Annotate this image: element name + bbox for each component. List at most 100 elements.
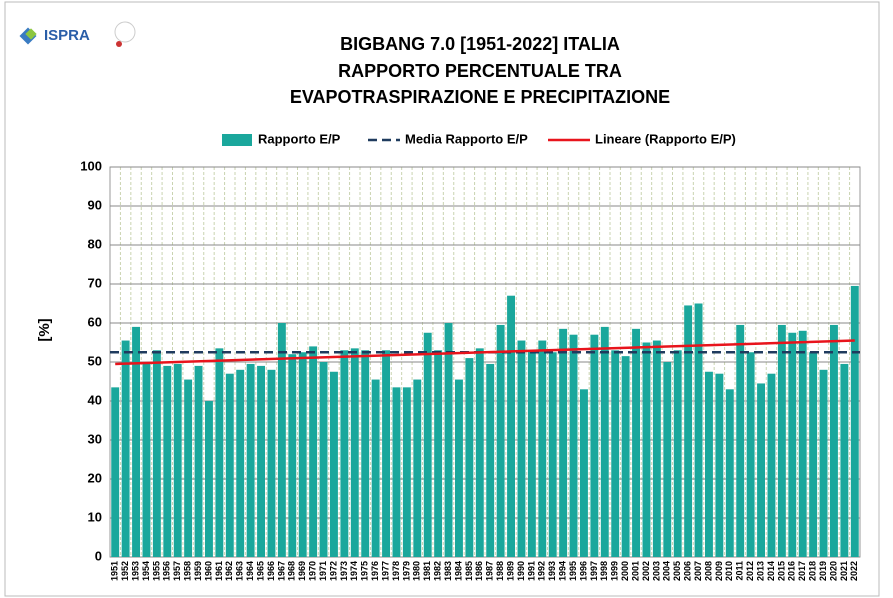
- x-tick-label: 1986: [474, 561, 484, 581]
- bar: [309, 346, 318, 557]
- bar: [715, 373, 724, 557]
- bar: [173, 363, 182, 557]
- bar: [590, 334, 599, 557]
- x-tick-label: 1983: [443, 561, 453, 581]
- legend-label: Lineare (Rapporto E/P): [595, 131, 736, 146]
- x-tick-label: 1962: [224, 561, 234, 581]
- x-tick-label: 1985: [464, 561, 474, 581]
- x-tick-label: 2002: [641, 561, 651, 581]
- x-tick-label: 1951: [110, 561, 120, 581]
- bar: [642, 342, 651, 557]
- legend-swatch: [222, 134, 252, 146]
- x-tick-label: 2010: [724, 561, 734, 581]
- x-tick-label: 2003: [651, 561, 661, 581]
- x-tick-label: 1996: [578, 561, 588, 581]
- bar: [382, 350, 390, 557]
- x-tick-label: 1971: [318, 561, 328, 581]
- bar: [392, 387, 401, 557]
- x-tick-label: 1994: [558, 561, 568, 581]
- x-tick-label: 1964: [245, 561, 255, 581]
- y-tick-label: 30: [88, 431, 102, 446]
- bar: [434, 350, 443, 557]
- bar: [663, 362, 672, 557]
- x-tick-label: 2009: [714, 561, 724, 581]
- x-tick-label: 1963: [235, 561, 245, 581]
- chart-title: RAPPORTO PERCENTUALE TRA: [338, 61, 622, 81]
- x-tick-label: 2011: [735, 561, 745, 581]
- bar: [809, 352, 818, 557]
- bar: [444, 323, 453, 557]
- bar: [184, 379, 193, 557]
- x-tick-label: 1960: [203, 561, 213, 581]
- bar: [205, 401, 213, 557]
- x-tick-label: 2017: [797, 561, 807, 581]
- x-tick-label: 2020: [828, 561, 838, 581]
- bar: [840, 363, 849, 557]
- bar: [225, 373, 234, 557]
- x-tick-label: 2008: [703, 561, 713, 581]
- x-tick-label: 1982: [433, 561, 443, 581]
- y-tick-label: 10: [88, 509, 102, 524]
- y-tick-label: 20: [88, 470, 102, 485]
- x-tick-label: 1954: [141, 561, 151, 581]
- x-tick-label: 1987: [485, 561, 495, 581]
- y-tick-label: 60: [88, 314, 102, 329]
- bar: [132, 326, 140, 557]
- x-tick-label: 2022: [849, 561, 859, 581]
- x-tick-label: 2015: [776, 561, 786, 581]
- x-tick-label: 1978: [391, 561, 401, 581]
- x-tick-label: 2004: [662, 561, 672, 581]
- x-tick-label: 1988: [495, 561, 505, 581]
- bar: [788, 332, 797, 557]
- x-tick-label: 2021: [839, 561, 849, 581]
- bar: [705, 371, 713, 557]
- bar: [767, 373, 776, 557]
- bar: [277, 323, 286, 557]
- bar: [163, 365, 172, 557]
- bar: [465, 358, 474, 557]
- bar: [600, 326, 609, 557]
- bar: [330, 371, 338, 557]
- bar: [611, 350, 620, 557]
- x-tick-label: 1955: [151, 561, 161, 581]
- bar: [850, 285, 859, 557]
- x-tick-label: 2000: [620, 561, 630, 581]
- x-tick-label: 2019: [818, 561, 828, 581]
- x-tick-label: 1977: [380, 561, 390, 581]
- bar: [236, 369, 245, 557]
- bar: [580, 389, 588, 557]
- x-tick-label: 1992: [537, 561, 547, 581]
- x-tick-label: 1984: [453, 561, 463, 581]
- chart-title: BIGBANG 7.0 [1951-2022] ITALIA: [340, 34, 620, 54]
- x-tick-label: 1953: [130, 561, 140, 581]
- bar: [632, 328, 640, 557]
- x-tick-label: 2014: [766, 561, 776, 581]
- x-tick-label: 1958: [183, 561, 193, 581]
- bar: [215, 348, 224, 557]
- bar: [517, 340, 526, 557]
- bar: [121, 340, 130, 557]
- bar: [361, 350, 370, 557]
- bar: [475, 348, 484, 557]
- bar: [548, 352, 557, 557]
- bar: [736, 324, 745, 557]
- bar: [246, 363, 255, 557]
- bar: [621, 356, 630, 557]
- x-tick-label: 2012: [745, 561, 755, 581]
- bar: [569, 334, 578, 557]
- x-tick-label: 2001: [630, 561, 640, 581]
- x-tick-label: 1973: [339, 561, 349, 581]
- x-tick-label: 1991: [526, 561, 536, 581]
- bar: [527, 350, 536, 557]
- bar: [340, 350, 349, 557]
- y-tick-label: 50: [88, 353, 102, 368]
- bar: [673, 350, 682, 557]
- bar: [319, 362, 328, 557]
- x-tick-label: 1965: [255, 561, 265, 581]
- y-tick-label: 0: [95, 548, 102, 563]
- bar: [507, 295, 515, 557]
- legend-label: Media Rapporto E/P: [405, 131, 528, 146]
- bar: [111, 387, 120, 557]
- x-tick-label: 1956: [162, 561, 172, 581]
